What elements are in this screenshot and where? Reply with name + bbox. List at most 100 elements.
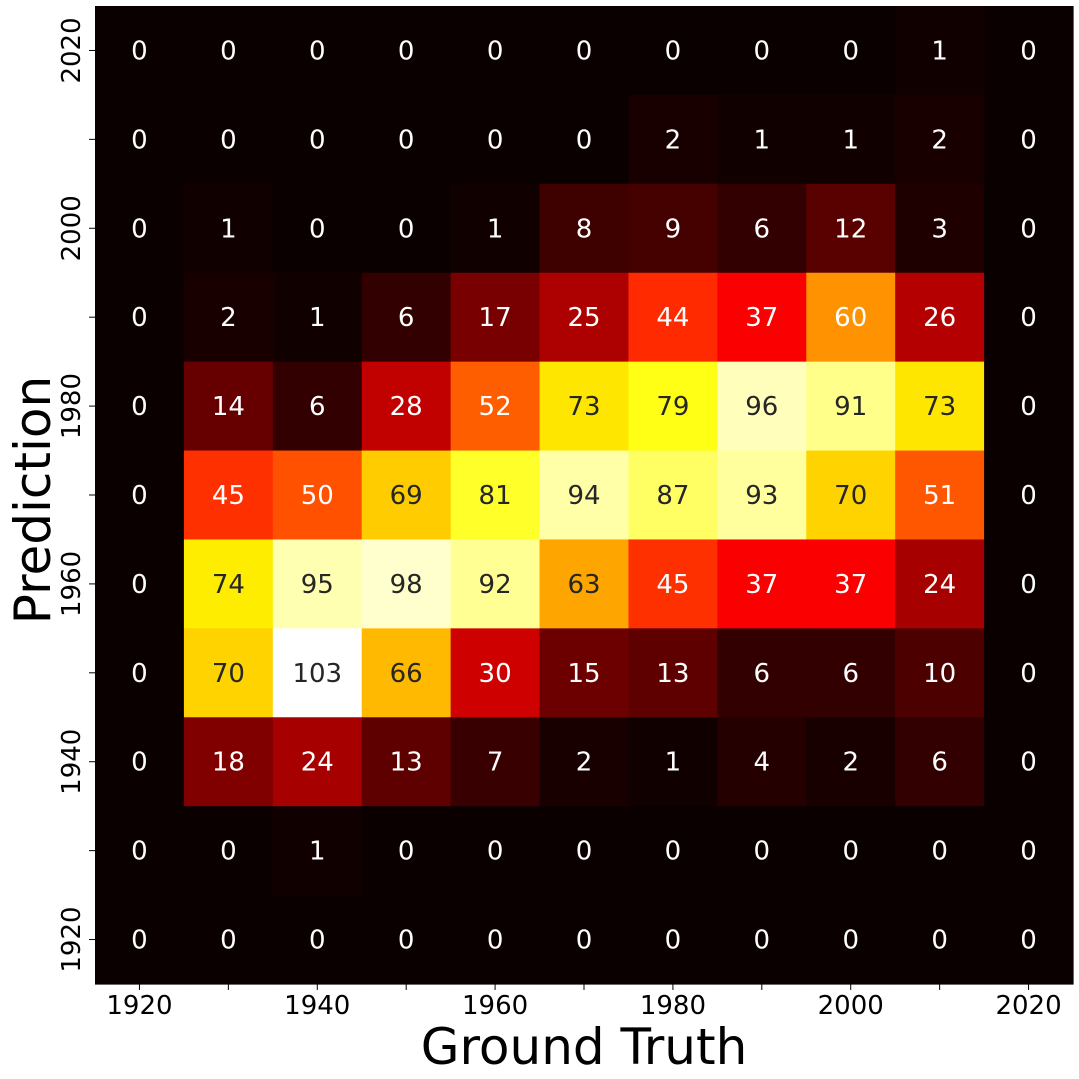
heatmap-cell [183,94,274,185]
cell-value-label: 87 [656,481,689,511]
cell-value-label: 0 [576,837,593,867]
cell-value-label: 92 [479,570,512,600]
heatmap-cell [95,183,185,274]
cell-value-label: 0 [398,926,415,956]
cell-value-label: 0 [1020,926,1037,956]
cell-value-label: 60 [834,303,867,333]
cell-value-label: 96 [745,392,778,422]
heatmap-cell [95,6,185,96]
cell-value-label: 0 [754,36,771,66]
heatmap-cell [450,361,541,452]
cell-value-label: 26 [923,303,956,333]
cell-value-label: 6 [754,659,771,689]
heatmap-cell [539,272,630,363]
cell-value-label: 0 [754,926,771,956]
cell-value-label: 0 [487,926,504,956]
cell-value-label: 6 [931,748,948,778]
heatmap-cell [895,272,985,363]
heatmap-cell [272,450,363,541]
heatmap-cell [361,895,452,985]
cell-value-label: 37 [745,303,778,333]
heatmap-cell [361,806,452,896]
heatmap-cell [717,806,807,896]
cell-value-label: 0 [1020,748,1037,778]
cell-value-label: 93 [745,481,778,511]
cell-value-label: 37 [745,570,778,600]
y-tick-label: 1960 [57,551,87,617]
heatmap-cell [361,94,452,185]
heatmap-cell [984,895,1074,985]
cell-value-label: 1 [754,125,771,155]
cell-value-label: 45 [656,570,689,600]
cell-value-label: 0 [842,837,859,867]
heatmap-cell [717,628,807,718]
cell-value-label: 0 [309,36,326,66]
heatmap-cell [272,94,363,185]
heatmap-cell [95,717,185,807]
cell-value-label: 1 [220,214,237,244]
heatmap-cell [539,628,630,718]
cell-value-label: 9 [665,214,682,244]
heatmap-cell [539,6,630,96]
cell-value-label: 10 [923,659,956,689]
cell-value-label: 14 [212,392,245,422]
cell-value-label: 94 [567,481,600,511]
cell-value-label: 1 [309,837,326,867]
heatmap-cell [95,94,185,185]
heatmap-cell [984,717,1074,807]
heatmap-cell [539,361,630,452]
cell-value-label: 73 [923,392,956,422]
cell-value-label: 0 [665,926,682,956]
cell-value-label: 0 [131,303,148,333]
cell-value-label: 0 [487,125,504,155]
heatmap-cell [628,628,718,718]
heatmap-cell [806,806,896,896]
heatmap-cell [183,6,274,96]
x-axis-label: Ground Truth [421,1018,748,1076]
heatmap-cell [717,361,807,452]
cell-value-label: 0 [220,125,237,155]
heatmap-cell [361,717,452,807]
cell-value-label: 4 [754,748,771,778]
x-tick-label: 2020 [995,991,1061,1021]
heatmap-cell [183,806,274,896]
cell-value-label: 0 [1020,837,1037,867]
heatmap-cell [539,895,630,985]
cell-value-label: 0 [1020,659,1037,689]
heatmap-cell [183,272,274,363]
cell-value-label: 8 [576,214,593,244]
cell-value-label: 0 [1020,392,1037,422]
cell-value-label: 91 [834,392,867,422]
cell-value-label: 0 [131,214,148,244]
heatmap-cell [628,806,718,896]
cell-value-label: 0 [131,392,148,422]
cell-value-label: 2 [665,125,682,155]
cell-value-label: 2 [931,125,948,155]
heatmap-cell [717,94,807,185]
cell-value-label: 0 [1020,36,1037,66]
heatmap-cell [895,539,985,629]
cell-value-label: 0 [220,36,237,66]
cell-value-label: 0 [1020,125,1037,155]
heatmap-cell [361,539,452,629]
heatmap-cell [361,183,452,274]
x-tick-label: 1960 [462,991,528,1021]
heatmap-cells [95,6,1074,985]
y-axis-label: Prediction [4,376,62,624]
cell-value-label: 69 [390,481,423,511]
cell-value-label: 0 [1020,214,1037,244]
cell-value-label: 74 [212,570,245,600]
cell-value-label: 66 [390,659,423,689]
cell-value-label: 73 [567,392,600,422]
heatmap-cell [895,806,985,896]
heatmap-cell [806,94,896,185]
heatmap-cell [183,895,274,985]
heatmap-cell [95,272,185,363]
heatmap-cell [450,272,541,363]
heatmap-cell [628,717,718,807]
heatmap-cell [628,183,718,274]
heatmap-cell [717,183,807,274]
heatmap-cell [450,450,541,541]
heatmap-cell [895,183,985,274]
cell-value-label: 12 [834,214,867,244]
